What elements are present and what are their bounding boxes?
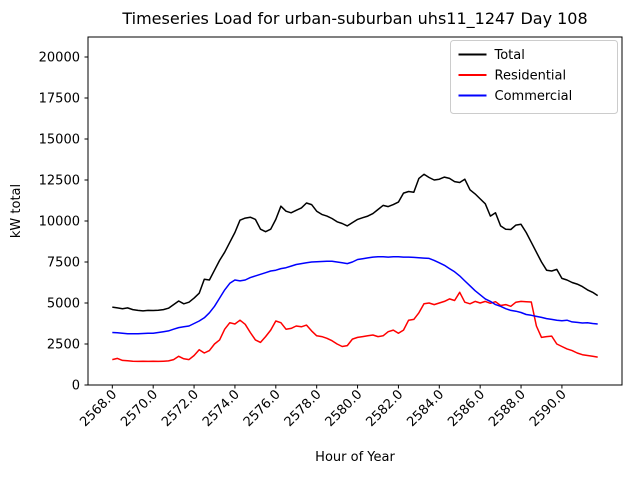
x-axis-tick-label: 2570.0 xyxy=(118,387,161,430)
y-axis-tick-label: 15000 xyxy=(39,133,80,148)
x-axis-tick-label: 2588.0 xyxy=(486,387,529,430)
legend-label-total: Total xyxy=(494,48,525,63)
x-axis-tick-label: 2568.0 xyxy=(77,387,120,430)
y-axis-tick-label: 12500 xyxy=(39,174,80,189)
series-line-total xyxy=(112,173,599,312)
x-axis-label: Hour of Year xyxy=(315,450,395,465)
legend-label-residential: Residential xyxy=(495,69,567,84)
y-axis-label: kW total xyxy=(9,184,24,238)
y-axis-tick-label: 5000 xyxy=(47,297,80,312)
series-line-commercial xyxy=(112,256,598,335)
x-axis-tick-label: 2586.0 xyxy=(445,387,488,430)
y-axis-tick-label: 20000 xyxy=(39,51,80,66)
y-axis-tick-label: 10000 xyxy=(39,215,80,230)
legend-box xyxy=(450,40,618,114)
legend-label-commercial: Commercial xyxy=(495,89,573,104)
series-line-residential xyxy=(112,291,598,363)
y-axis-tick-label: 2500 xyxy=(47,338,80,353)
x-axis-tick-label: 2574.0 xyxy=(200,387,243,430)
x-axis-tick-label: 2584.0 xyxy=(404,387,447,430)
chart-title: Timeseries Load for urban-suburban uhs11… xyxy=(121,9,587,29)
y-axis-tick-label: 17500 xyxy=(39,92,80,107)
x-axis-tick-label: 2582.0 xyxy=(363,387,406,430)
x-axis-tick-label: 2576.0 xyxy=(241,387,284,430)
x-axis-tick-label: 2578.0 xyxy=(282,387,325,430)
y-axis-tick-label: 0 xyxy=(72,379,80,394)
x-axis-tick-label: 2590.0 xyxy=(527,387,570,430)
y-axis-tick-label: 7500 xyxy=(47,256,80,271)
x-axis-tick-label: 2572.0 xyxy=(159,387,202,430)
x-axis-tick-label: 2580.0 xyxy=(323,387,366,430)
